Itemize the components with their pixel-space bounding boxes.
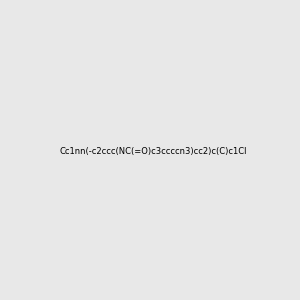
Text: Cc1nn(-c2ccc(NC(=O)c3ccccn3)cc2)c(C)c1Cl: Cc1nn(-c2ccc(NC(=O)c3ccccn3)cc2)c(C)c1Cl <box>60 147 248 156</box>
